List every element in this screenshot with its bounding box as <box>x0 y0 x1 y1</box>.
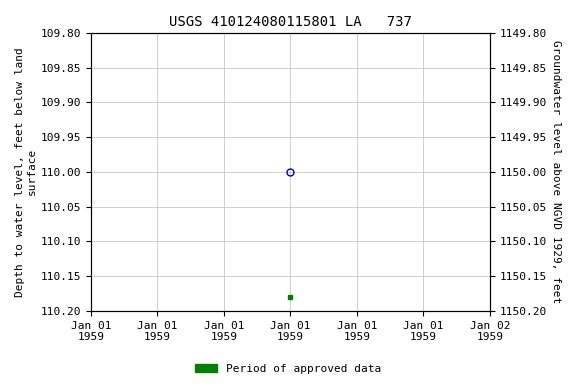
Y-axis label: Depth to water level, feet below land
surface: Depth to water level, feet below land su… <box>15 47 37 297</box>
Y-axis label: Groundwater level above NGVD 1929, feet: Groundwater level above NGVD 1929, feet <box>551 40 561 303</box>
Legend: Period of approved data: Period of approved data <box>191 359 385 379</box>
Title: USGS 410124080115801 LA   737: USGS 410124080115801 LA 737 <box>169 15 412 29</box>
